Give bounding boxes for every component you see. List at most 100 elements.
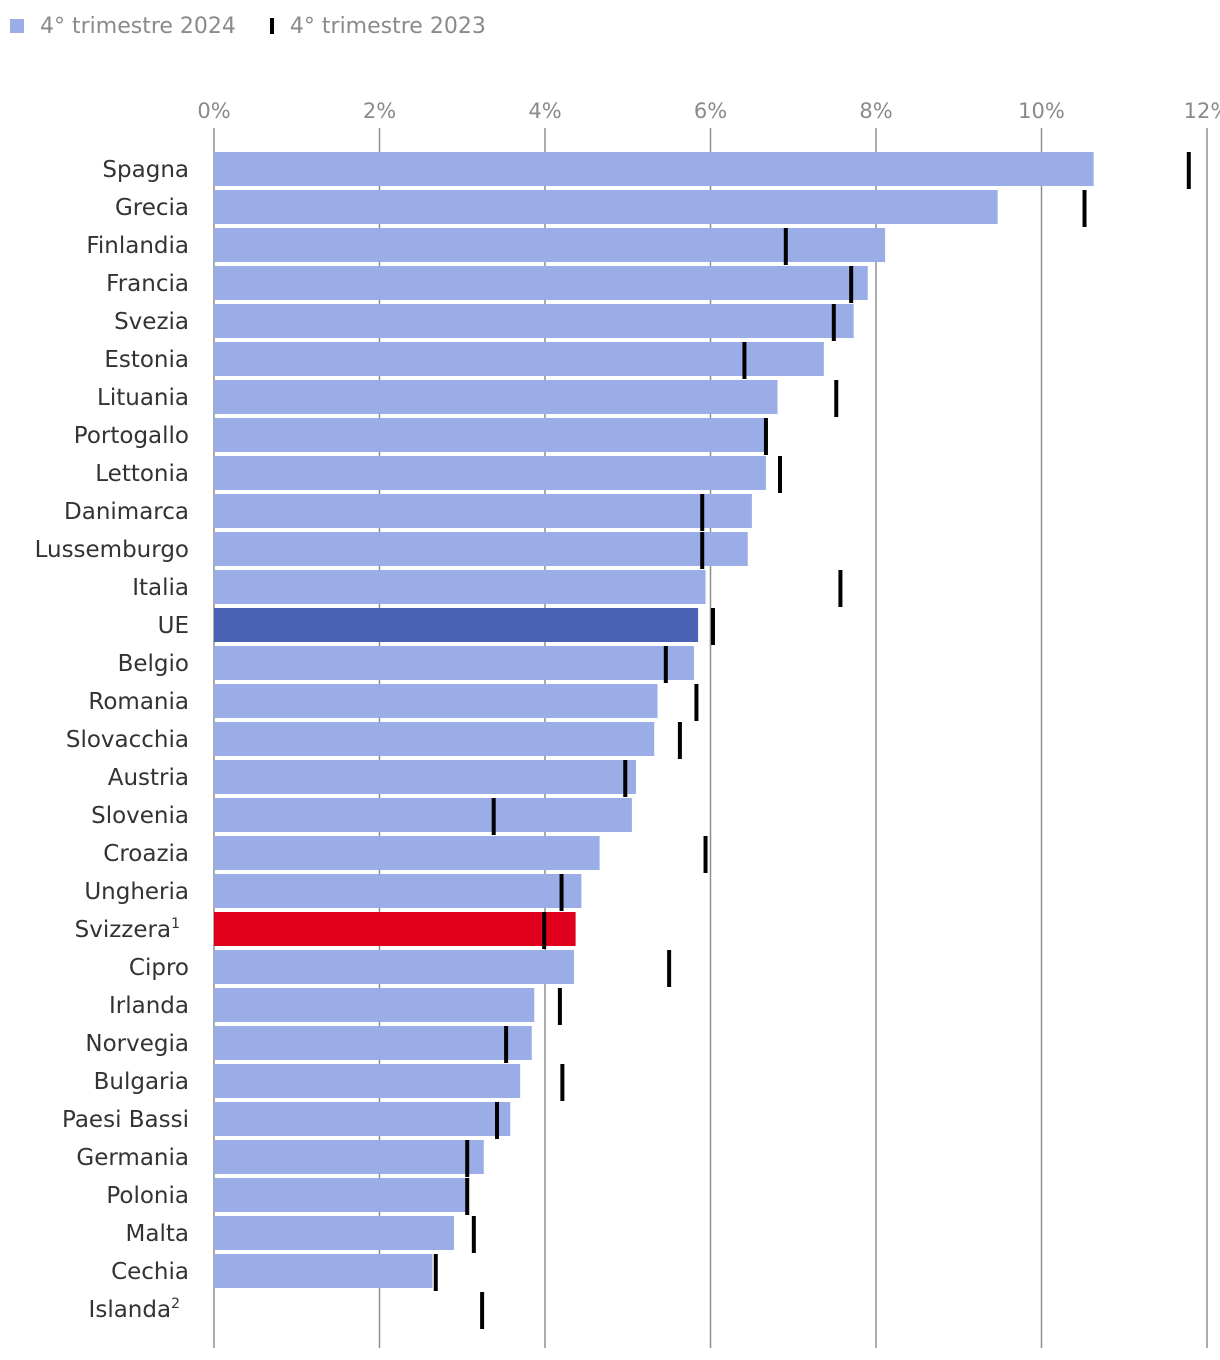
bar-2024-francia xyxy=(214,266,868,300)
marker-2023-croazia xyxy=(703,836,708,873)
x-tick-label-10: 10% xyxy=(1018,99,1065,123)
marker-2023-italia xyxy=(838,570,843,607)
category-label-germania: Germania xyxy=(76,1145,189,1171)
x-tick-label-6: 6% xyxy=(694,99,727,123)
bar-2024-slovacchia xyxy=(214,722,655,756)
x-axis-tick-labels: 0% 2% 4% 6% 8% 10% 12% xyxy=(197,99,1220,123)
category-label-cechia: Cechia xyxy=(111,1259,189,1285)
category-label-italia: Italia xyxy=(132,575,189,601)
category-label-polonia: Polonia xyxy=(106,1183,189,1209)
marker-2023-belgio xyxy=(663,646,668,683)
category-label-paesi-bassi: Paesi Bassi xyxy=(62,1107,189,1133)
bar-2024-austria xyxy=(214,760,637,794)
marker-2023-ue xyxy=(710,608,715,645)
bar-2024-cechia xyxy=(214,1254,433,1288)
marker-2023-grecia xyxy=(1082,190,1087,227)
bar-2024-germania xyxy=(214,1140,484,1174)
category-label-islanda: Islanda2 xyxy=(89,1296,180,1323)
bar-2024-lussemburgo xyxy=(214,532,748,566)
marker-2023-lussemburgo xyxy=(700,532,705,569)
bar-2024-norvegia xyxy=(214,1026,532,1060)
bar-2024-paesi-bassi xyxy=(214,1102,511,1136)
bar-2024-portogallo xyxy=(214,418,766,452)
bar-2024-italia xyxy=(214,570,706,604)
x-tick-label-0: 0% xyxy=(197,99,230,123)
marker-2023-lituania xyxy=(834,380,839,417)
category-label-irlanda: Irlanda xyxy=(109,993,189,1019)
x-tick-label-8: 8% xyxy=(859,99,892,123)
category-label-romania: Romania xyxy=(88,689,189,715)
marker-2023-norvegia xyxy=(504,1026,509,1063)
bar-2024-svizzera xyxy=(214,912,576,946)
marker-2023-spagna xyxy=(1186,152,1191,189)
marker-2023-cechia xyxy=(433,1254,438,1291)
marker-2023-islanda xyxy=(480,1292,485,1329)
x-tick-label-4: 4% xyxy=(528,99,561,123)
category-label-grecia: Grecia xyxy=(115,195,189,221)
bar-2024-ue xyxy=(214,608,699,642)
category-label-footnote-svizzera: 1 xyxy=(171,916,180,932)
x-tick-label-2: 2% xyxy=(363,99,396,123)
category-label-finlandia: Finlandia xyxy=(86,233,189,259)
bar-2024-ungheria xyxy=(214,874,582,908)
category-label-cipro: Cipro xyxy=(129,955,189,981)
category-label-svezia: Svezia xyxy=(114,309,189,335)
category-label-francia: Francia xyxy=(106,271,189,297)
category-label-portogallo: Portogallo xyxy=(74,423,189,449)
marker-2023-polonia xyxy=(465,1178,470,1215)
marker-2023-slovenia xyxy=(491,798,496,835)
category-label-footnote-islanda: 2 xyxy=(171,1296,180,1312)
bar-2024-danimarca xyxy=(214,494,752,528)
marker-2023-svezia xyxy=(831,304,836,341)
category-label-norvegia: Norvegia xyxy=(85,1031,189,1057)
marker-2023-cipro xyxy=(667,950,672,987)
chart-legend: 4° trimestre 2024 4° trimestre 2023 xyxy=(10,10,520,42)
marker-2023-malta xyxy=(471,1216,476,1253)
marker-2023-ungheria xyxy=(559,874,564,911)
category-label-belgio: Belgio xyxy=(118,651,189,677)
legend-item-2024: 4° trimestre 2024 xyxy=(10,14,236,39)
category-label-ue: UE xyxy=(158,613,189,639)
x-tick-label-12: 12% xyxy=(1184,99,1220,123)
bar-2024-polonia xyxy=(214,1178,468,1212)
legend-swatch-2024 xyxy=(10,19,24,33)
category-label-slovenia: Slovenia xyxy=(91,803,189,829)
marker-2023-bulgaria xyxy=(560,1064,565,1101)
bar-2024-irlanda xyxy=(214,988,535,1022)
bars-2024 xyxy=(214,152,1094,1288)
bar-2024-grecia xyxy=(214,190,998,224)
marker-2023-svizzera xyxy=(542,912,547,949)
category-label-svizzera: Svizzera1 xyxy=(75,916,180,943)
category-label-estonia: Estonia xyxy=(104,347,189,373)
bar-2024-lettonia xyxy=(214,456,766,490)
legend-label-2024: 4° trimestre 2024 xyxy=(40,13,236,39)
category-label-slovacchia: Slovacchia xyxy=(66,727,189,753)
marker-2023-germania xyxy=(465,1140,470,1177)
legend-label-2023: 4° trimestre 2023 xyxy=(289,13,486,39)
marker-2023-estonia xyxy=(742,342,747,379)
bar-2024-lituania xyxy=(214,380,778,414)
legend-tick-2023 xyxy=(269,18,274,34)
category-label-lussemburgo: Lussemburgo xyxy=(35,537,189,563)
bar-2024-malta xyxy=(214,1216,454,1250)
bar-2024-finlandia xyxy=(214,228,886,262)
category-label-spagna: Spagna xyxy=(102,157,189,183)
bar-2024-cipro xyxy=(214,950,574,984)
markers-2023 xyxy=(433,152,1191,1329)
marker-2023-francia xyxy=(849,266,854,303)
marker-2023-paesi-bassi xyxy=(495,1102,500,1139)
marker-2023-portogallo xyxy=(763,418,768,455)
category-label-lettonia: Lettonia xyxy=(95,461,189,487)
marker-2023-slovacchia xyxy=(677,722,682,759)
marker-2023-irlanda xyxy=(557,988,562,1025)
marker-2023-lettonia xyxy=(778,456,783,493)
bar-2024-croazia xyxy=(214,836,600,870)
marker-2023-danimarca xyxy=(700,494,705,531)
category-label-malta: Malta xyxy=(126,1221,189,1247)
bar-2024-slovenia xyxy=(214,798,632,832)
marker-2023-romania xyxy=(694,684,699,721)
legend-item-2023: 4° trimestre 2023 xyxy=(269,13,486,39)
category-label-austria: Austria xyxy=(108,765,189,791)
bar-2024-estonia xyxy=(214,342,824,376)
